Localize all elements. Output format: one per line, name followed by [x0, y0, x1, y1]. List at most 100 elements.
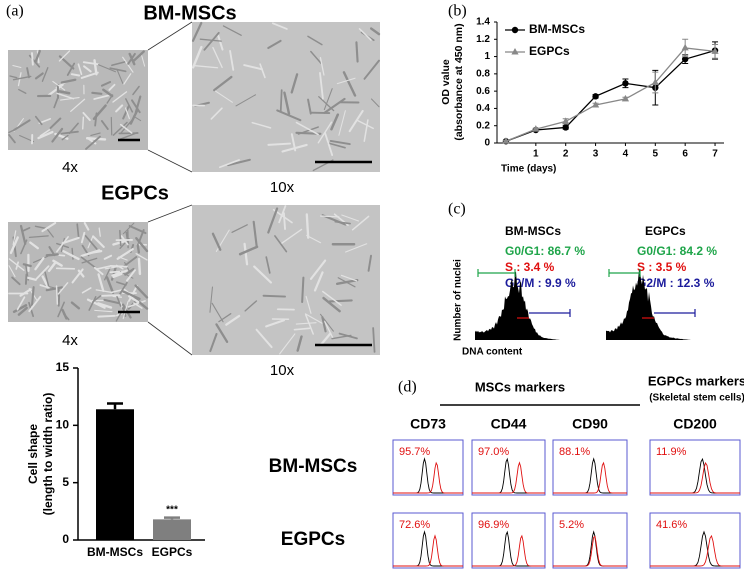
cell — [252, 220, 258, 248]
cell — [11, 276, 21, 286]
percent-label: 72.6% — [399, 519, 430, 531]
cell — [128, 295, 140, 304]
x-tick-label: 7 — [712, 149, 718, 160]
cell — [86, 298, 106, 309]
cell — [135, 252, 148, 261]
cell — [92, 235, 105, 248]
cell — [77, 63, 83, 76]
cell — [9, 75, 18, 79]
cell — [119, 229, 122, 247]
cell — [37, 130, 54, 140]
cell — [199, 38, 222, 42]
x-tick-label: 1 — [533, 149, 539, 160]
cell — [108, 83, 116, 91]
cell — [265, 256, 271, 274]
cell — [271, 22, 288, 30]
cell — [229, 49, 235, 71]
cell — [45, 253, 59, 257]
cell — [231, 224, 248, 233]
cell — [53, 97, 59, 109]
group-header: MSCs markers — [475, 379, 565, 394]
cell — [306, 234, 322, 244]
y-tick-label: 0.2 — [476, 120, 490, 131]
cell — [134, 284, 149, 299]
percent-label: 41.6% — [656, 519, 687, 531]
cell — [100, 120, 109, 130]
cell — [324, 320, 334, 339]
cell — [122, 256, 138, 268]
cell — [238, 245, 259, 256]
cell — [12, 75, 32, 81]
cell — [30, 286, 35, 307]
row-label: BM-MSCs — [269, 456, 358, 477]
y-tick-label: 5 — [62, 475, 69, 489]
cell — [47, 261, 57, 273]
group-note: (Skeletal stem cells) — [649, 393, 744, 404]
cell — [115, 104, 124, 113]
x-axis-label: DNA content — [462, 347, 523, 358]
cell — [51, 127, 64, 143]
cell — [55, 285, 59, 305]
cell — [305, 295, 312, 314]
cell — [57, 301, 65, 318]
magnification: 10x — [270, 362, 295, 379]
cell — [267, 39, 282, 50]
cell — [122, 290, 141, 301]
cell — [301, 276, 305, 304]
x-tick-label: 5 — [653, 149, 659, 160]
cell — [323, 97, 346, 114]
cell — [279, 333, 296, 355]
cell — [321, 316, 327, 333]
cell — [70, 98, 86, 112]
cell — [92, 295, 102, 303]
cell — [68, 122, 79, 135]
cell — [96, 265, 111, 270]
micrograph — [8, 221, 149, 322]
marker — [651, 78, 659, 85]
row-label: EGPCs — [281, 529, 345, 550]
percent-label: 88.1% — [559, 446, 590, 458]
legend-label: EGPCs — [529, 44, 570, 58]
y-axis-label: (length to width ratio) — [41, 393, 55, 516]
cell — [97, 314, 116, 318]
cell — [13, 119, 31, 131]
marker — [591, 100, 600, 108]
cell — [70, 301, 81, 310]
cell — [253, 265, 272, 284]
cell — [319, 56, 325, 76]
cell — [192, 64, 219, 69]
dna-histogram — [606, 269, 691, 340]
cell — [20, 239, 28, 255]
cell — [363, 59, 380, 80]
cell — [15, 261, 20, 270]
cell — [274, 235, 288, 253]
cell — [19, 288, 32, 297]
bar — [96, 409, 134, 540]
cell — [209, 332, 218, 353]
micrograph — [192, 205, 380, 355]
cell — [88, 296, 97, 311]
y-tick-label: 1 — [484, 51, 490, 62]
cell — [137, 229, 145, 244]
cell — [319, 332, 332, 347]
cell — [255, 328, 273, 349]
cell — [56, 236, 69, 253]
cell — [85, 135, 101, 150]
cell — [82, 111, 91, 122]
cell — [367, 254, 372, 272]
cell — [111, 269, 128, 277]
cell — [24, 273, 28, 285]
cell — [203, 31, 220, 51]
cell — [135, 237, 149, 253]
phase-label: G0/G1: 86.7 % — [505, 244, 585, 258]
error-bar — [164, 516, 180, 520]
magnification: 10x — [270, 179, 295, 196]
y-tick-label: 0.6 — [476, 86, 490, 97]
cell — [132, 85, 140, 96]
cell — [22, 227, 31, 232]
cell — [16, 296, 26, 311]
cell — [94, 309, 113, 313]
cell — [222, 25, 242, 36]
marker — [711, 47, 719, 54]
cell — [372, 327, 376, 353]
